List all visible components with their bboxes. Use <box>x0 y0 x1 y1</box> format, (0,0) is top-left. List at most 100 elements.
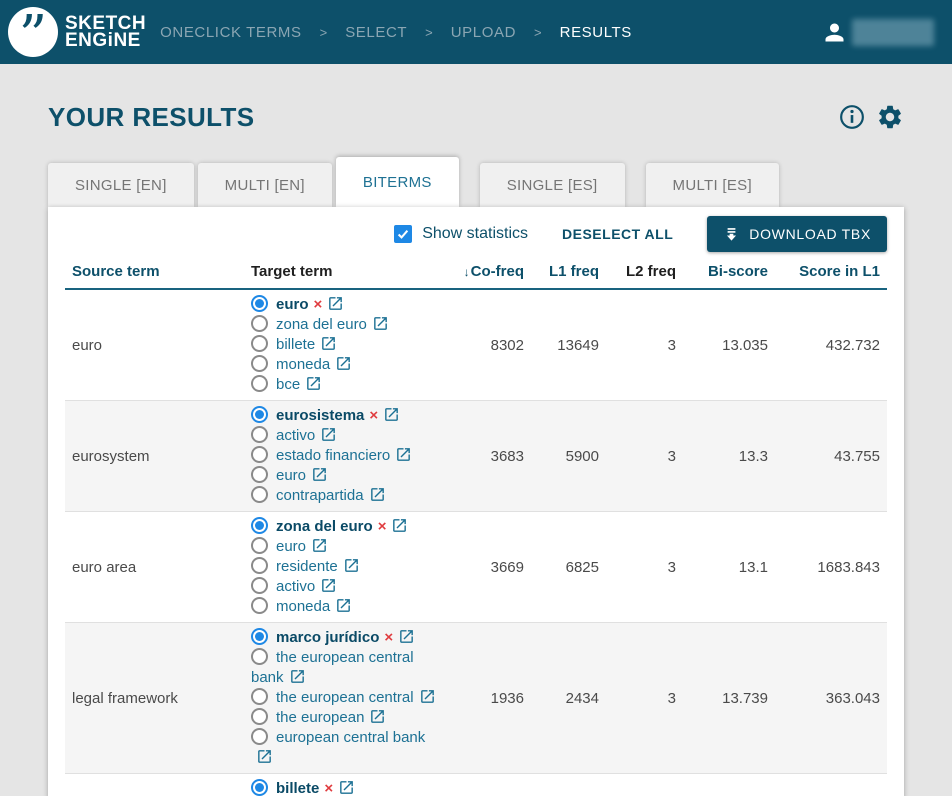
sketch-engine-logo[interactable]: ” SKETCH ENGiNE <box>8 7 146 57</box>
radio-button[interactable] <box>251 648 268 665</box>
open-in-new-icon[interactable] <box>305 375 322 395</box>
breadcrumb-item[interactable]: ONECLICK TERMS <box>160 24 301 41</box>
open-in-new-icon[interactable] <box>256 748 273 768</box>
open-in-new-icon[interactable] <box>320 426 337 446</box>
radio-button[interactable] <box>251 446 268 463</box>
target-term-label[interactable]: european central bank <box>276 729 425 746</box>
target-term-label[interactable]: euro <box>276 467 306 484</box>
target-option: residente <box>251 557 441 577</box>
target-term-label[interactable]: euro <box>276 538 306 555</box>
radio-button[interactable] <box>251 426 268 443</box>
deselect-all-button[interactable]: DESELECT ALL <box>562 226 673 242</box>
open-in-new-icon[interactable] <box>335 597 352 617</box>
target-term-label[interactable]: the european central <box>276 689 414 706</box>
open-in-new-icon[interactable] <box>419 688 436 708</box>
column-header-co-freq[interactable]: ↓Co-freq <box>441 263 524 280</box>
gear-icon[interactable] <box>876 103 904 131</box>
column-header-bi-score[interactable]: Bi-score <box>676 263 768 280</box>
target-term-label[interactable]: residente <box>276 558 338 575</box>
stat-co-freq: 8302 <box>441 337 524 354</box>
remove-term-icon[interactable]: × <box>324 780 333 796</box>
open-in-new-icon[interactable] <box>398 628 415 648</box>
open-in-new-icon[interactable] <box>372 315 389 335</box>
radio-button[interactable] <box>251 517 268 534</box>
target-term-label[interactable]: zona del euro <box>276 518 373 535</box>
target-option: estado financiero <box>251 446 441 466</box>
open-in-new-icon[interactable] <box>311 466 328 486</box>
person-icon[interactable] <box>821 19 848 46</box>
radio-button[interactable] <box>251 628 268 645</box>
target-term-label[interactable]: billete <box>276 336 315 353</box>
target-term-label[interactable]: zona del euro <box>276 316 367 333</box>
download-tbx-button[interactable]: DOWNLOAD TBX <box>707 216 887 252</box>
radio-button[interactable] <box>251 375 268 392</box>
open-in-new-icon[interactable] <box>343 557 360 577</box>
app-header: ” SKETCH ENGiNE ONECLICK TERMS>SELECT>UP… <box>0 0 952 64</box>
tab-multi-en[interactable]: MULTI [EN] <box>198 163 332 207</box>
tab-biterms[interactable]: BITERMS <box>336 157 459 207</box>
open-in-new-icon[interactable] <box>320 577 337 597</box>
open-in-new-icon[interactable] <box>335 355 352 375</box>
target-term-label[interactable]: activo <box>276 427 315 444</box>
open-in-new-icon[interactable] <box>320 335 337 355</box>
quote-marks-icon: ” <box>19 9 48 57</box>
radio-button[interactable] <box>251 779 268 796</box>
breadcrumb-item[interactable]: SELECT <box>345 24 407 41</box>
open-in-new-icon[interactable] <box>311 537 328 557</box>
radio-button[interactable] <box>251 315 268 332</box>
breadcrumb-item[interactable]: UPLOAD <box>451 24 516 41</box>
radio-button[interactable] <box>251 688 268 705</box>
stat-bi-score: 13.1 <box>676 559 768 576</box>
target-term-label[interactable]: moneda <box>276 598 330 615</box>
stat-l2-freq: 3 <box>599 559 676 576</box>
target-term-label[interactable]: euro <box>276 296 309 313</box>
target-option: european central bank <box>251 728 441 768</box>
tab-single-es[interactable]: SINGLE [ES] <box>480 163 625 207</box>
target-term-label[interactable]: activo <box>276 578 315 595</box>
target-term-label[interactable]: the european central bank <box>251 649 414 686</box>
radio-button[interactable] <box>251 577 268 594</box>
tab-multi-es[interactable]: MULTI [ES] <box>646 163 779 207</box>
open-in-new-icon[interactable] <box>383 406 400 426</box>
radio-button[interactable] <box>251 295 268 312</box>
radio-button[interactable] <box>251 728 268 745</box>
radio-button[interactable] <box>251 708 268 725</box>
radio-button[interactable] <box>251 557 268 574</box>
open-in-new-icon[interactable] <box>369 708 386 728</box>
target-term-label[interactable]: contrapartida <box>276 487 364 504</box>
radio-button[interactable] <box>251 486 268 503</box>
radio-button[interactable] <box>251 537 268 554</box>
column-header-l1-freq[interactable]: L1 freq <box>524 263 599 280</box>
remove-term-icon[interactable]: × <box>378 518 387 535</box>
target-term-label[interactable]: the european <box>276 709 364 726</box>
info-icon[interactable] <box>839 104 865 130</box>
breadcrumb-item[interactable]: RESULTS <box>560 24 632 41</box>
open-in-new-icon[interactable] <box>369 486 386 506</box>
radio-button[interactable] <box>251 355 268 372</box>
source-term-cell: euro area <box>65 559 251 576</box>
radio-button[interactable] <box>251 406 268 423</box>
target-term-label[interactable]: eurosistema <box>276 407 364 424</box>
remove-term-icon[interactable]: × <box>314 296 323 313</box>
open-in-new-icon[interactable] <box>289 668 306 688</box>
remove-term-icon[interactable]: × <box>369 407 378 424</box>
remove-term-icon[interactable]: × <box>384 629 393 646</box>
radio-button[interactable] <box>251 597 268 614</box>
logo-line2: ENGiNE <box>65 32 146 49</box>
target-term-label[interactable]: estado financiero <box>276 447 390 464</box>
open-in-new-icon[interactable] <box>338 779 355 796</box>
open-in-new-icon[interactable] <box>327 295 344 315</box>
radio-button[interactable] <box>251 335 268 352</box>
target-term-label[interactable]: marco jurídico <box>276 629 379 646</box>
open-in-new-icon[interactable] <box>395 446 412 466</box>
target-term-label[interactable]: moneda <box>276 356 330 373</box>
radio-button[interactable] <box>251 466 268 483</box>
checkbox-checked-icon[interactable] <box>394 225 412 243</box>
open-in-new-icon[interactable] <box>391 517 408 537</box>
column-header-source-term[interactable]: Source term <box>65 263 251 280</box>
tab-single-en[interactable]: SINGLE [EN] <box>48 163 194 207</box>
target-term-label[interactable]: billete <box>276 780 319 796</box>
show-statistics-toggle[interactable]: Show statistics <box>394 225 528 243</box>
column-header-score-in-l1[interactable]: Score in L1 <box>768 263 887 280</box>
target-term-label[interactable]: bce <box>276 376 300 393</box>
